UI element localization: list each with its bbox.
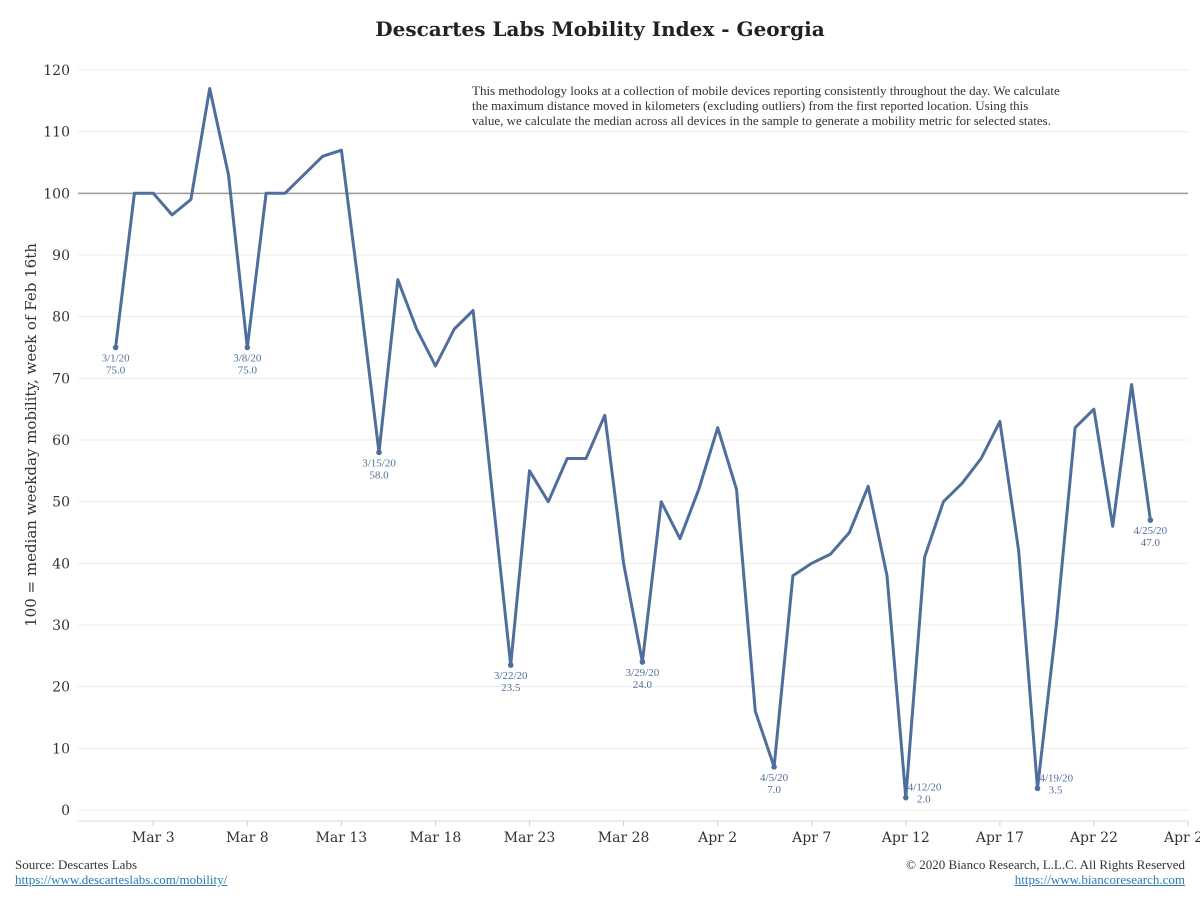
callout-date: 3/22/20 (494, 670, 528, 682)
x-tick-label: Apr 22 (1069, 830, 1118, 846)
callout-value: 75.0 (238, 365, 258, 377)
y-tick-label: 30 (52, 618, 70, 634)
y-tick-label: 50 (52, 495, 70, 511)
callout-value: 75.0 (106, 365, 126, 377)
callout-marker (1147, 517, 1154, 523)
x-tick-label: Apr 17 (975, 830, 1024, 846)
source-link[interactable]: https://www.descarteslabs.com/mobility/ (15, 872, 228, 887)
callout-date: 4/5/20 (760, 772, 789, 784)
callout-value: 2.0 (917, 794, 931, 806)
callout-marker (507, 662, 514, 668)
x-tick-label: Mar 3 (132, 830, 175, 846)
gridlines (78, 69, 1188, 822)
callout-value: 24.0 (633, 679, 653, 691)
callout-date: 3/15/20 (362, 457, 396, 469)
y-tick-label: 80 (52, 310, 70, 326)
x-tick-label: Mar 18 (410, 830, 462, 846)
callout-marker (639, 659, 646, 665)
site-link[interactable]: https://www.biancoresearch.com (1014, 872, 1185, 887)
y-tick-label: 40 (52, 556, 70, 572)
callout-date: 4/12/20 (908, 782, 942, 794)
callouts: 3/1/2075.03/8/2075.03/15/2058.03/22/2023… (102, 344, 1168, 806)
x-tick-label: Mar 13 (316, 830, 368, 846)
callout-marker (902, 794, 909, 801)
callout-date: 4/19/20 (1039, 772, 1073, 784)
callout-marker (376, 449, 382, 456)
callout-value: 7.0 (767, 784, 781, 796)
source-label: Source: Descartes Labs (15, 857, 138, 872)
y-tick-label: 110 (43, 125, 70, 141)
note-line: the maximum distance moved in kilometers… (472, 98, 1028, 113)
y-tick-label: 100 (43, 186, 70, 202)
methodology-note: This methodology looks at a collection o… (472, 83, 1060, 128)
y-tick-label: 90 (52, 248, 70, 264)
y-tick-label: 120 (43, 63, 70, 79)
callout-value: 3.5 (1049, 784, 1063, 796)
callout-date: 3/1/20 (102, 353, 131, 365)
series-line (114, 87, 1152, 800)
x-axis-ticks: Mar 3 Mar 8 Mar 13 Mar 18 Mar 23 Mar 28 Apr 2 A… (132, 821, 1200, 846)
x-tick-label: Apr 27 (1163, 830, 1200, 846)
x-tick-label: Apr 2 (697, 830, 737, 846)
y-tick-label: 0 (61, 803, 70, 819)
callout-date: 3/29/20 (626, 667, 660, 679)
callout-marker (1034, 785, 1041, 792)
callout-date: 3/8/20 (233, 353, 262, 365)
copyright-text: © 2020 Bianco Research, L.L.C. All Right… (906, 857, 1185, 872)
y-tick-label: 60 (52, 433, 70, 449)
callout-date: 4/25/20 (1134, 525, 1168, 537)
callout-marker (244, 344, 251, 351)
callout-value: 23.5 (501, 682, 521, 694)
y-axis-title: 100 = median weekday mobility, week of F… (22, 243, 40, 627)
y-tick-label: 70 (52, 371, 70, 387)
note-line: value, we calculate the median across al… (472, 113, 1051, 128)
callout-marker (112, 344, 119, 351)
footer-credit: © 2020 Bianco Research, L.L.C. All Right… (906, 857, 1185, 887)
chart-title: Descartes Labs Mobility Index - Georgia (375, 17, 825, 41)
x-tick-label: Mar 23 (504, 830, 556, 846)
y-tick-label: 20 (52, 680, 70, 696)
mobility-line-chart: Descartes Labs Mobility Index - Georgia … (22, 17, 1200, 846)
callout-value: 58.0 (369, 469, 389, 481)
y-tick-label: 10 (52, 741, 70, 757)
footer-source: Source: Descartes Labs https://www.desca… (15, 857, 227, 887)
series-georgia (114, 87, 1152, 800)
x-tick-label: Mar 8 (226, 830, 269, 846)
y-axis-ticks: 0 10 20 30 40 50 60 70 80 90 100 110 120 (43, 63, 70, 819)
x-tick-label: Mar 28 (598, 830, 650, 846)
x-tick-label: Apr 12 (881, 830, 930, 846)
note-line: This methodology looks at a collection o… (472, 83, 1060, 98)
callout-value: 47.0 (1141, 537, 1161, 549)
x-tick-label: Apr 7 (791, 830, 831, 846)
callout-marker (771, 764, 777, 770)
